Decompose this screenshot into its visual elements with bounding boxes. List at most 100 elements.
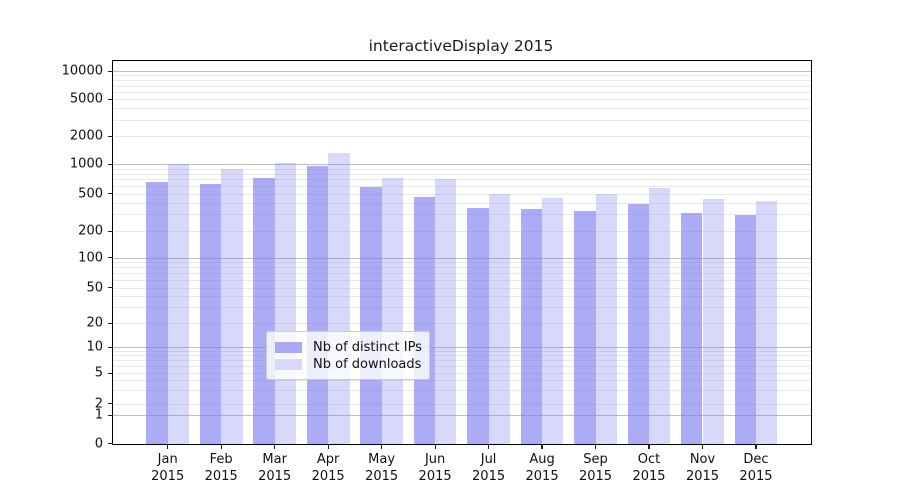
y-tick-label: 200	[78, 223, 103, 239]
x-tick-mark	[701, 444, 704, 449]
minor-gridline	[113, 99, 811, 101]
y-tick-label: 10000	[61, 63, 103, 79]
minor-gridline	[113, 231, 811, 232]
minor-gridline	[113, 287, 811, 289]
y-tick-mark	[108, 257, 113, 259]
bar-distinct-ips-dec	[734, 215, 756, 444]
minor-gridline	[113, 403, 811, 405]
plot-area: 10000 5000 2000 1000 500 200 100 50 20 10 5 2 1 0 Jan 2…	[62, 60, 812, 484]
bar-downloads-apr	[328, 152, 350, 444]
y-tick-mark	[108, 193, 113, 195]
x-tick-mark	[274, 444, 276, 449]
minor-gridline	[113, 380, 811, 382]
bar-distinct-ips-sep	[574, 210, 596, 444]
y-tick-mark	[108, 346, 113, 348]
minor-gridline	[113, 179, 811, 181]
x-tick-mark	[594, 444, 597, 449]
chart-title: interactiveDisplay 2015	[368, 37, 554, 55]
bar-downloads-nov	[702, 199, 724, 444]
x-tick-label-sep: Sep 2015	[578, 452, 613, 485]
y-tick-mark	[108, 443, 113, 445]
major-gridline	[113, 257, 811, 259]
y-tick-label: 2000	[69, 128, 103, 144]
x-tick-label-jul: Jul 2015	[472, 452, 506, 485]
y-tick-mark	[108, 163, 113, 165]
minor-gridline	[113, 267, 811, 269]
major-gridline	[113, 415, 811, 417]
y-tick-label: 1000	[69, 156, 103, 172]
major-gridline	[113, 347, 811, 348]
minor-gridline	[113, 119, 811, 121]
y-tick-mark	[108, 230, 113, 232]
legend-swatch-distinct-ips	[275, 341, 302, 353]
y-tick-label: 1	[94, 407, 103, 423]
x-tick-mark	[487, 444, 490, 449]
bar-downloads-dec	[755, 200, 778, 444]
y-tick-mark	[108, 403, 113, 405]
y-tick-label: 50	[86, 280, 103, 295]
bar-downloads-mar	[274, 163, 297, 444]
y-tick-mark	[108, 372, 113, 374]
bar-distinct-ips-jan	[146, 182, 168, 444]
minor-gridline	[113, 168, 811, 170]
bar-downloads-jul	[488, 193, 510, 444]
y-tick-mark	[108, 287, 113, 289]
minor-gridline	[113, 173, 811, 175]
bar-distinct-ips-feb	[199, 183, 222, 444]
x-tick-label-jun: Jun 2015	[418, 452, 452, 485]
minor-gridline	[113, 185, 811, 187]
minor-gridline	[113, 108, 811, 110]
minor-gridline	[113, 323, 811, 324]
legend-label-distinct-ips: Nb of distinct IPs	[313, 339, 422, 355]
x-tick-mark	[220, 444, 222, 449]
y-tick-mark	[108, 322, 113, 324]
minor-gridline	[113, 262, 811, 264]
x-tick-mark	[381, 444, 383, 449]
legend-item-downloads: Nb of downloads	[275, 356, 421, 372]
y-tick-label: 10	[86, 339, 103, 355]
x-tick-label-may: May 2015	[365, 452, 399, 485]
minor-gridline	[113, 360, 811, 362]
legend: Nb of distinct IPs Nb of downloads	[266, 331, 430, 380]
minor-gridline	[113, 193, 811, 195]
y-tick-label: 20	[86, 315, 103, 331]
bar-downloads-sep	[595, 194, 617, 444]
bar-downloads-jun	[435, 179, 457, 444]
x-tick-label-nov: Nov 2015	[685, 452, 720, 485]
minor-gridline	[113, 350, 811, 352]
x-tick-label-aug: Aug 2015	[525, 452, 559, 485]
bar-distinct-ips-may	[360, 186, 382, 444]
x-tick-mark	[755, 444, 757, 449]
minor-gridline	[113, 390, 811, 392]
minor-gridline	[113, 80, 811, 82]
bar-downloads-aug	[542, 197, 564, 444]
bar-downloads-may	[381, 177, 403, 444]
x-tick-label-dec: Dec 2015	[739, 452, 773, 485]
y-tick-label: 2	[94, 396, 103, 412]
x-tick-label-apr: Apr 2015	[311, 452, 345, 485]
minor-gridline	[113, 296, 811, 298]
y-tick-label: 5	[94, 365, 103, 381]
minor-gridline	[113, 307, 811, 309]
x-tick-label-mar: Mar 2015	[258, 452, 292, 485]
y-tick-label: 100	[78, 250, 103, 266]
minor-gridline	[113, 366, 811, 368]
minor-gridline	[113, 91, 811, 93]
minor-gridline	[113, 279, 811, 281]
minor-gridline	[113, 355, 811, 357]
legend-swatch-downloads	[275, 358, 302, 370]
y-tick-mark	[108, 414, 113, 416]
bar-distinct-ips-jul	[467, 207, 489, 444]
legend-item-distinct-ips: Nb of distinct IPs	[275, 339, 422, 355]
bar-downloads-feb	[221, 169, 243, 444]
minor-gridline	[113, 214, 811, 216]
major-gridline	[113, 71, 811, 72]
bar-distinct-ips-nov	[681, 213, 703, 444]
x-tick-label-jan: Jan 2015	[151, 452, 185, 485]
minor-gridline	[113, 85, 811, 87]
y-tick-label: 5000	[69, 91, 103, 107]
y-tick-label: 500	[78, 186, 103, 201]
y-tick-label: 0	[94, 436, 103, 452]
x-tick-mark	[541, 444, 543, 449]
